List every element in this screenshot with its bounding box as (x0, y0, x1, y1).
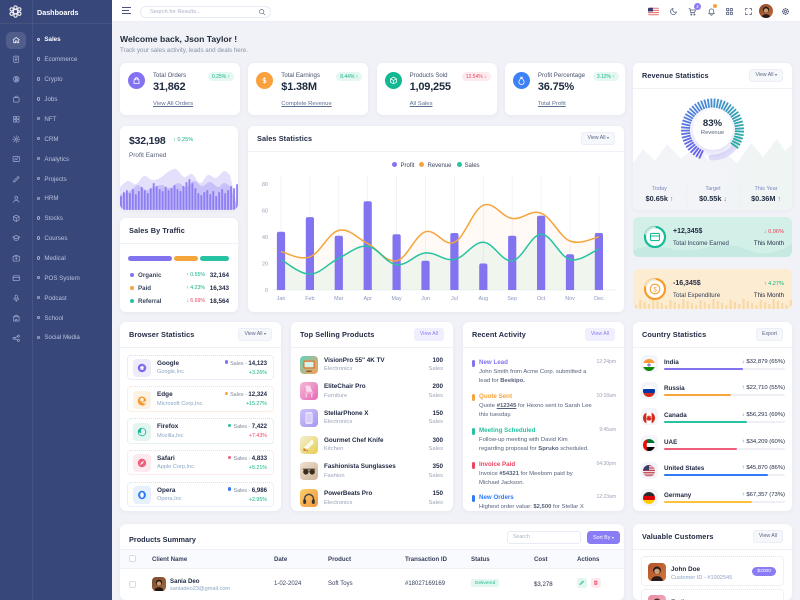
svg-text:Apr: Apr (364, 296, 373, 302)
svg-text:$: $ (653, 286, 657, 293)
svg-text:Nov: Nov (565, 296, 575, 302)
svg-text:Jun: Jun (421, 296, 430, 302)
svg-text:Aug: Aug (479, 296, 489, 302)
svg-text:Dec: Dec (594, 296, 604, 302)
svg-text:Sep: Sep (507, 296, 517, 302)
svg-text:20: 20 (262, 262, 268, 268)
svg-text:Oct: Oct (537, 296, 546, 302)
svg-text:0: 0 (265, 288, 268, 294)
svg-text:May: May (392, 296, 402, 302)
svg-text:60: 60 (262, 209, 268, 215)
svg-text:Feb: Feb (305, 296, 314, 302)
svg-text:Mar: Mar (334, 296, 343, 302)
svg-text:Jan: Jan (277, 296, 286, 302)
svg-text:40: 40 (262, 235, 268, 241)
svg-text:Jul: Jul (451, 296, 458, 302)
svg-text:80: 80 (262, 182, 268, 188)
